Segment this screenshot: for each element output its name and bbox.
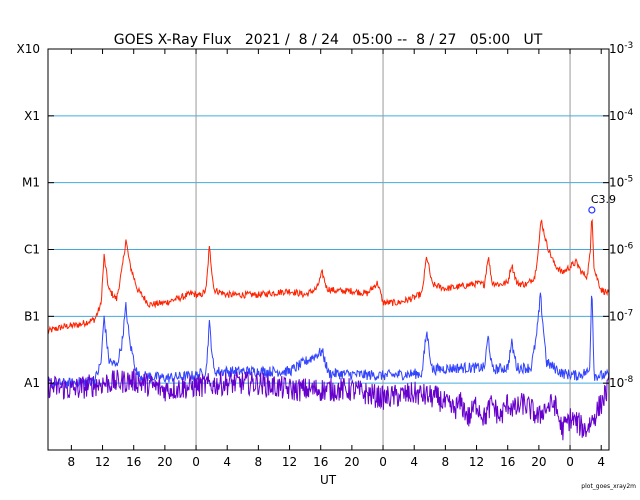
x-axis-label: UT (320, 473, 337, 487)
y-flux-label: 10-4 (609, 108, 634, 123)
x-tick-label: 16 (126, 455, 141, 469)
y-class-label: X1 (24, 109, 40, 123)
x-tick-label: 8 (255, 455, 263, 469)
x-tick-label: 0 (192, 455, 200, 469)
x-tick-label: 16 (313, 455, 328, 469)
y-class-label: C1 (24, 243, 40, 257)
x-tick-label: 16 (500, 455, 515, 469)
y-flux-label: 10-8 (609, 375, 634, 390)
peak-label: C3.9 (591, 193, 616, 206)
y-flux-label: 10-3 (609, 41, 633, 56)
chart-title: GOES X-Ray Flux 2021 / 8 / 24 05:00 -- 8… (114, 32, 543, 48)
x-tick-label: 20 (344, 455, 359, 469)
x-tick-label: 20 (531, 455, 546, 469)
axes: 8 12 16 20 0 4 8 12 16 20 0 4 8 12 16 20 0 4 X10 X1 M1 C1 B1 A1… (17, 41, 634, 469)
flux-series-line (47, 292, 610, 389)
y-class-label: A1 (24, 376, 40, 390)
peak-marker-icon (588, 206, 596, 214)
x-tick-label: 12 (469, 455, 484, 469)
flare-annotation: C3.9 (588, 193, 616, 214)
y-class-label: B1 (24, 309, 40, 323)
series-lines (47, 218, 610, 441)
x-tick-label: 12 (95, 455, 110, 469)
x-tick-label: 8 (442, 455, 450, 469)
x-tick-label: 4 (223, 455, 231, 469)
flux-series-line (47, 218, 610, 335)
y-class-label: X10 (17, 42, 41, 56)
y-flux-label: 10-7 (609, 308, 633, 323)
x-tick-label: 0 (566, 455, 574, 469)
flux-series-line (47, 368, 610, 441)
y-flux-label: 10-5 (609, 175, 633, 190)
y-flux-label: 10-6 (609, 242, 634, 257)
x-tick-label: 12 (282, 455, 297, 469)
x-tick-label: 4 (597, 455, 605, 469)
x-tick-label: 20 (157, 455, 172, 469)
x-tick-label: 8 (68, 455, 76, 469)
footer-credit: plot_goes_xray2m (581, 483, 636, 490)
x-tick-label: 0 (379, 455, 387, 469)
gridlines (48, 115, 609, 384)
x-tick-label: 4 (410, 455, 418, 469)
y-class-label: M1 (22, 176, 40, 190)
